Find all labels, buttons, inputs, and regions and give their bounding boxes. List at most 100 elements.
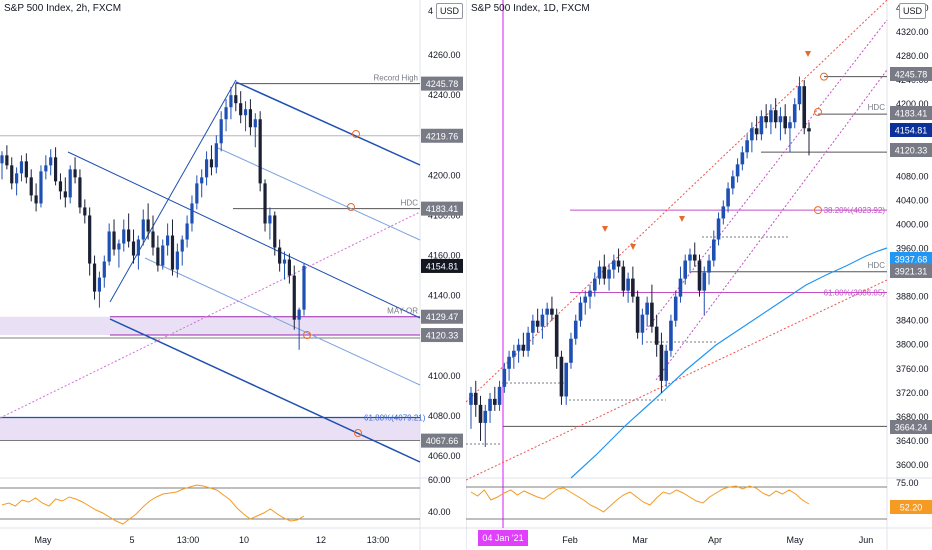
price-label-box-6 xyxy=(890,420,932,434)
price-label-box-1 xyxy=(890,106,932,120)
y-tick-label: 4200.00 xyxy=(428,170,461,180)
candle-body xyxy=(287,259,291,276)
y-tick-label: 3640.00 xyxy=(896,436,929,446)
x-tick-label: Apr xyxy=(708,535,722,545)
y-tick-label: 3720.00 xyxy=(896,388,929,398)
candle-body xyxy=(117,243,121,250)
candle-body xyxy=(807,128,811,132)
candle-body xyxy=(243,109,248,116)
candle-body xyxy=(635,296,640,333)
candle-body xyxy=(29,177,33,196)
date-highlight-box xyxy=(478,530,528,546)
y-tick-label: 4320.00 xyxy=(896,27,929,37)
candle-body xyxy=(268,215,272,224)
target-circle xyxy=(814,206,822,215)
candle-body xyxy=(170,235,175,270)
candle-body xyxy=(731,176,735,189)
candle-body xyxy=(122,229,126,244)
candle-body xyxy=(97,277,102,292)
zone-0 xyxy=(0,316,420,336)
left-chart-2h: Record High HDC MAY OR 61.80%(4079.21) 4060.… xyxy=(0,0,466,550)
candle-body xyxy=(488,398,492,411)
price-label-5: 4120.33 xyxy=(426,331,459,341)
rsi-tick-partial: 60.00 xyxy=(428,475,451,485)
price-label-1: 4219.76 xyxy=(426,131,459,141)
level-text-5: HDC xyxy=(868,261,886,270)
y-tick-label: 4260.00 xyxy=(428,50,461,60)
candle-body xyxy=(521,344,526,351)
candle-body xyxy=(493,398,497,405)
rsi-line xyxy=(1,484,305,525)
candle-body xyxy=(63,191,67,198)
level-text-0: Record High xyxy=(374,74,418,83)
candle-body xyxy=(302,265,306,310)
candle-body xyxy=(754,128,759,135)
candle-body xyxy=(721,206,726,219)
candle-body xyxy=(127,229,131,242)
pitchfork-upper xyxy=(217,147,421,241)
candle-body xyxy=(773,110,778,123)
candle-body xyxy=(282,259,287,264)
price-label-2: 4154.81 xyxy=(895,126,928,136)
candle-body xyxy=(5,155,9,166)
candle-body xyxy=(740,152,745,165)
candle-body xyxy=(792,104,797,123)
candle-body xyxy=(15,173,19,184)
candle-body xyxy=(0,155,4,164)
x-tick-label: 12 xyxy=(316,535,326,545)
candle-body xyxy=(229,95,233,108)
candle-body xyxy=(253,119,257,128)
target-circle xyxy=(820,72,828,81)
candle-body xyxy=(185,223,189,240)
candle-body xyxy=(209,159,214,168)
left-currency-badge[interactable]: USD xyxy=(436,3,464,19)
rsi-line xyxy=(470,485,810,513)
price-label-box-1 xyxy=(421,128,463,143)
right-currency-badge[interactable]: USD xyxy=(899,3,927,19)
level-text-4: MAY OR xyxy=(387,307,418,316)
descending-channel-bottom xyxy=(109,318,421,463)
price-label-3: 4120.33 xyxy=(895,146,928,156)
candle-body xyxy=(200,177,204,184)
price-label-1: 4183.41 xyxy=(895,109,928,119)
candle-body xyxy=(573,320,578,339)
candle-body xyxy=(234,95,238,104)
price-label-box-0 xyxy=(421,76,463,91)
rsi-tick-label: 40.00 xyxy=(428,507,451,517)
candle-body xyxy=(540,314,545,327)
candle-body xyxy=(654,326,659,345)
candle-body xyxy=(107,231,111,262)
candle-body xyxy=(58,181,63,192)
rsi-badge-box xyxy=(890,500,932,514)
channel-lower-purple xyxy=(655,69,888,381)
right-chart-1d: HDC HDC 38.20%(4023.92) 61.80%(3886.85) 3600… xyxy=(466,0,932,550)
candle-body xyxy=(512,350,516,357)
candle-body xyxy=(683,260,688,279)
candle-body xyxy=(248,109,253,128)
candle-body xyxy=(53,157,58,182)
target-circle xyxy=(303,331,311,339)
y-tick-label: 4140.00 xyxy=(428,291,461,301)
candle-body xyxy=(516,344,521,351)
y-tick-label: 3840.00 xyxy=(896,316,929,326)
candle-body xyxy=(83,207,87,216)
down-arrow-icon xyxy=(679,216,685,222)
y-tick-label: 3680.00 xyxy=(896,412,929,422)
candle-body xyxy=(214,143,218,168)
target-circle xyxy=(354,429,362,437)
fib-annotation-1: 61.80%(3886.85) xyxy=(824,289,886,298)
candle-body xyxy=(263,183,267,224)
candle-body xyxy=(24,161,28,178)
price-label-0: 4245.78 xyxy=(426,79,459,89)
candle-body xyxy=(626,278,630,291)
candle-body xyxy=(204,159,209,178)
candle-body xyxy=(664,350,668,381)
candle-body xyxy=(673,296,678,321)
candle-body xyxy=(526,332,530,351)
price-label-box-2 xyxy=(890,123,932,137)
candle-body xyxy=(78,177,82,208)
price-label-box-0 xyxy=(890,67,932,81)
candle-body xyxy=(73,169,77,178)
candle-body xyxy=(669,320,673,351)
